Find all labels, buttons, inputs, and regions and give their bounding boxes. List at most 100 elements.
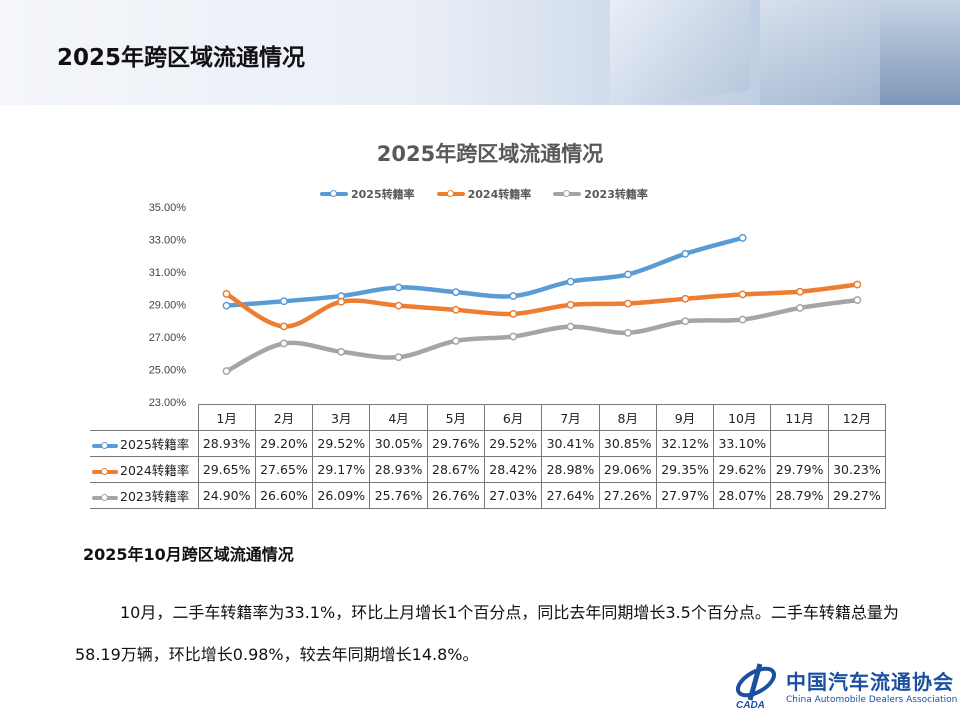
y-tick-label: 27.00% bbox=[149, 332, 187, 344]
table-cell: 29.52% bbox=[483, 430, 543, 457]
data-point bbox=[451, 336, 460, 345]
page-title: 2025年跨区域流通情况 bbox=[57, 45, 306, 71]
data-point bbox=[681, 294, 690, 303]
y-tick-label: 23.00% bbox=[149, 397, 187, 409]
table-cell: 27.65% bbox=[254, 456, 314, 483]
category-label: 11月 bbox=[770, 404, 829, 431]
data-point bbox=[624, 299, 632, 308]
category-label: 2月 bbox=[254, 404, 314, 431]
section-title: 2025年10月跨区域流通情况 bbox=[83, 545, 294, 564]
category-label: 1月 bbox=[197, 404, 256, 431]
data-point bbox=[853, 296, 862, 305]
table-cell: 26.76% bbox=[426, 482, 485, 509]
table-cell: 33.10% bbox=[713, 430, 772, 457]
legend-2024: 2024转籍率 bbox=[436, 186, 532, 202]
y-tick-label: 29.00% bbox=[149, 300, 187, 312]
table-cell: 28.98% bbox=[541, 456, 600, 483]
data-point bbox=[566, 322, 575, 331]
data-point bbox=[738, 315, 747, 324]
chart-legend: 2025转籍率 2024转籍率 2023转籍率 bbox=[320, 186, 648, 202]
data-point bbox=[337, 347, 346, 356]
summary-paragraph: 10月，二手车转籍率为33.1%，环比上月增长1个百分点，同比去年同期增长3.5… bbox=[75, 603, 899, 664]
table-cell: 28.67% bbox=[426, 456, 485, 483]
data-point bbox=[509, 309, 518, 318]
data-point bbox=[222, 367, 231, 376]
data-point bbox=[624, 328, 632, 337]
table-cell: 28.79% bbox=[770, 482, 829, 509]
table-cell bbox=[827, 430, 887, 457]
y-tick-label: 31.00% bbox=[149, 267, 187, 279]
data-point bbox=[337, 297, 346, 306]
data-point bbox=[279, 297, 288, 306]
data-point bbox=[279, 339, 288, 348]
data-point bbox=[853, 280, 862, 289]
cada-logo: CADA 中国汽车流通协会 China Automobile Dealers As… bbox=[732, 660, 957, 710]
data-point bbox=[394, 301, 403, 310]
table-cell: 29.76% bbox=[426, 430, 485, 457]
data-point bbox=[738, 290, 747, 299]
category-label: 8月 bbox=[598, 404, 657, 431]
table-cell: 24.90% bbox=[197, 482, 256, 509]
legend-label: 2023转籍率 bbox=[584, 188, 648, 201]
data-point bbox=[566, 300, 575, 309]
data-point bbox=[222, 289, 231, 298]
data-point bbox=[509, 332, 518, 341]
table-cell: 29.35% bbox=[655, 456, 715, 483]
series-name: 2023转籍率 bbox=[120, 489, 190, 504]
table-cell: 29.62% bbox=[713, 456, 772, 483]
table-cell: 30.23% bbox=[827, 456, 887, 483]
table-cell: 29.79% bbox=[770, 456, 829, 483]
data-table: 1月 2月 3月 4月 5月 6月 7月 8月 9月 10月 11月 12月 2025转籍率 28.93%… bbox=[90, 404, 887, 509]
table-row: 2025转籍率 28.93% 29.20% 29.52% 30.05% 29.76% 29.… bbox=[90, 430, 887, 457]
table-cell: 29.27% bbox=[827, 482, 887, 509]
logo-cn: 中国汽车流通协会 bbox=[786, 669, 954, 694]
category-label: 3月 bbox=[312, 404, 371, 431]
legend-2023: 2023转籍率 bbox=[553, 186, 648, 202]
legend-label: 2024转籍率 bbox=[467, 188, 532, 201]
data-point bbox=[796, 287, 804, 296]
data-point bbox=[681, 249, 690, 258]
table-cell: 29.06% bbox=[598, 456, 657, 483]
table-cell: 32.12% bbox=[655, 430, 715, 457]
table-cell: 27.26% bbox=[598, 482, 657, 509]
logo-en: China Automobile Dealers Association bbox=[786, 694, 958, 705]
svg-text:CADA: CADA bbox=[736, 700, 765, 710]
table-header-row: 1月 2月 3月 4月 5月 6月 7月 8月 9月 10月 11月 12月 bbox=[90, 404, 887, 431]
table-cell: 27.03% bbox=[483, 482, 543, 509]
series-name: 2025转籍率 bbox=[120, 437, 190, 452]
table-cell: 29.20% bbox=[254, 430, 314, 457]
data-point bbox=[451, 305, 460, 314]
series-label: 2025转籍率 bbox=[90, 430, 199, 457]
y-tick-label: 33.00% bbox=[149, 235, 187, 247]
series-label: 2024转籍率 bbox=[90, 456, 199, 483]
category-label: 9月 bbox=[655, 404, 715, 431]
table-cell: 25.76% bbox=[369, 482, 428, 509]
category-label: 10月 bbox=[713, 404, 772, 431]
data-point bbox=[738, 233, 747, 242]
table-cell: 30.05% bbox=[369, 430, 428, 457]
chart-title: 2025年跨区域流通情况 bbox=[376, 142, 604, 166]
line-chart: 23.00% 25.00% 27.00% 29.00% 31.00% 33.00% 35.0… bbox=[149, 202, 862, 409]
table-cell: 28.07% bbox=[713, 482, 772, 509]
table-cell: 26.60% bbox=[254, 482, 314, 509]
data-point bbox=[796, 303, 804, 312]
table-cell: 27.64% bbox=[541, 482, 600, 509]
data-point bbox=[394, 353, 403, 362]
legend-2025: 2025转籍率 bbox=[320, 186, 415, 202]
data-point bbox=[566, 277, 575, 286]
cada-logo-mark: CADA bbox=[735, 663, 777, 710]
table-cell: 26.09% bbox=[312, 482, 371, 509]
table-cell: 29.65% bbox=[197, 456, 256, 483]
table-cell: 28.93% bbox=[369, 456, 428, 483]
legend-label: 2025转籍率 bbox=[351, 188, 415, 201]
table-cell bbox=[770, 430, 829, 457]
y-tick-label: 25.00% bbox=[149, 365, 187, 377]
data-point bbox=[681, 317, 690, 326]
table-cell: 28.42% bbox=[483, 456, 543, 483]
series-name: 2024转籍率 bbox=[120, 463, 190, 478]
table-cell: 28.93% bbox=[197, 430, 256, 457]
y-tick-label: 35.00% bbox=[149, 202, 187, 214]
series-line-0 bbox=[224, 235, 745, 308]
data-point bbox=[451, 288, 460, 297]
data-point bbox=[222, 301, 231, 310]
